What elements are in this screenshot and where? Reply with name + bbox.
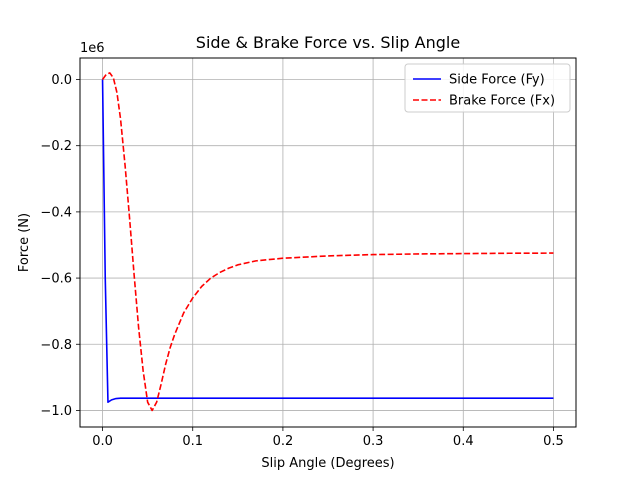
series-group <box>101 72 554 412</box>
chart-title: Side & Brake Force vs. Slip Angle <box>196 33 460 52</box>
x-tick-label: 0.3 <box>363 434 384 449</box>
legend: Side Force (Fy) Brake Force (Fx) <box>404 63 571 113</box>
y-tick-label: −0.4 <box>40 205 72 220</box>
x-axis: 0.0 0.1 0.2 0.3 0.4 0.5 <box>92 427 564 449</box>
x-tick-label: 0.2 <box>273 434 294 449</box>
y-offset-text: 1e6 <box>80 41 105 56</box>
legend-box <box>404 63 571 113</box>
series-line-brake-force <box>101 72 554 412</box>
y-tick-label: −0.2 <box>40 139 72 154</box>
x-tick-label: 0.4 <box>453 434 474 449</box>
y-tick-label: −1.0 <box>40 404 72 419</box>
y-axis-label: Force (N) <box>17 213 32 272</box>
x-tick-label: 0.0 <box>92 434 113 449</box>
legend-entry: Brake Force (Fx) <box>449 94 555 109</box>
plot-frame <box>79 57 577 428</box>
x-tick-label: 0.1 <box>182 434 203 449</box>
x-axis-label: Slip Angle (Degrees) <box>261 456 394 471</box>
y-tick-label: −0.6 <box>40 272 72 287</box>
y-tick-label: −0.8 <box>40 338 72 353</box>
legend-entry: Side Force (Fy) <box>449 73 545 88</box>
y-tick-label: 0.0 <box>51 73 72 88</box>
grid <box>80 58 576 427</box>
y-axis: 0.0 −0.2 −0.4 −0.6 −0.8 −1.0 <box>40 73 80 419</box>
series-line-side-force <box>101 79 554 403</box>
x-tick-label: 0.5 <box>543 434 564 449</box>
